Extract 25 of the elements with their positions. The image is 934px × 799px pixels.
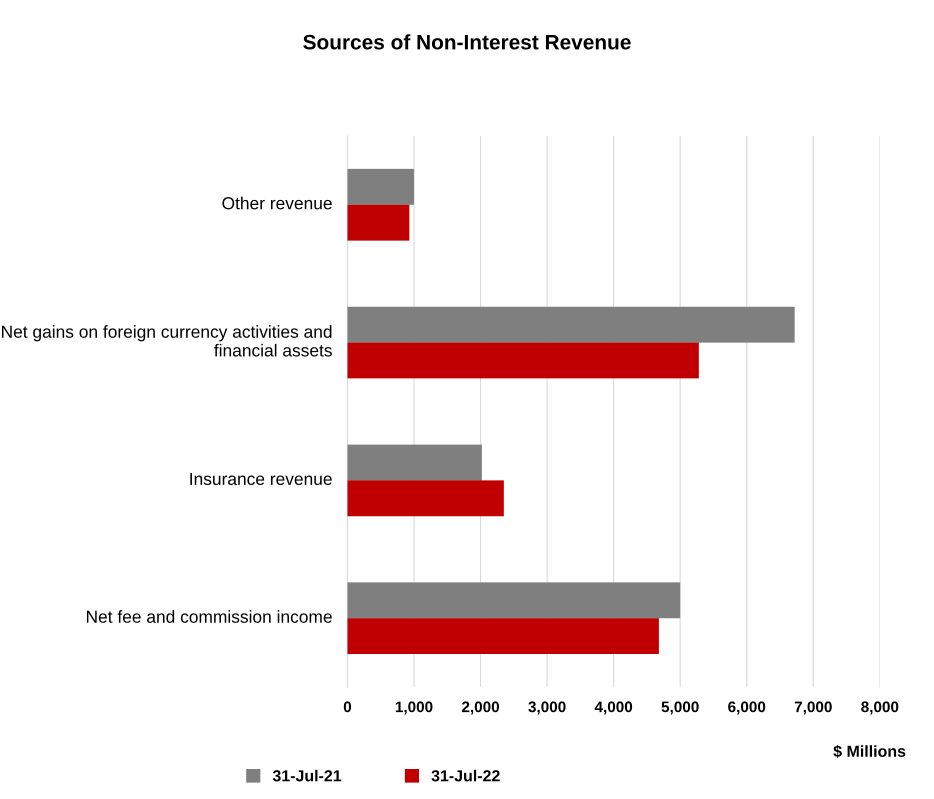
y-tick-label: Other revenue (222, 196, 332, 210)
y-tick-label: Net gains on foreign currency activities and financial assets (2, 325, 332, 357)
y-tick-label: Insurance revenue (190, 472, 332, 486)
y-tick-label: Net fee and commission income (86, 610, 332, 623)
bar (347, 306, 795, 343)
x-tick-label: 0 (344, 701, 352, 712)
bar (347, 342, 699, 378)
legend-label: 31-Jul-22 (431, 770, 500, 782)
x-tick-label: 4,000 (594, 701, 632, 714)
bar (347, 168, 414, 205)
x-tick-label: 6,000 (728, 701, 766, 714)
legend-label: 31-Jul-21 (272, 770, 342, 782)
x-tick-label: 3,000 (528, 701, 566, 714)
bar (347, 480, 504, 516)
bar (347, 444, 482, 480)
bar (347, 618, 659, 654)
x-tick-label: 2,000 (462, 701, 500, 714)
x-axis-title: $ Millions (833, 744, 906, 758)
chart-title: Sources of Non-Interest Revenue (303, 34, 631, 50)
bar (347, 582, 680, 618)
x-tick-label: 5,000 (662, 701, 699, 714)
x-tick-label: 1,000 (396, 701, 432, 714)
x-tick-label: 7,000 (794, 701, 832, 714)
x-tick-label: 8,000 (861, 701, 898, 714)
bar (347, 204, 410, 241)
